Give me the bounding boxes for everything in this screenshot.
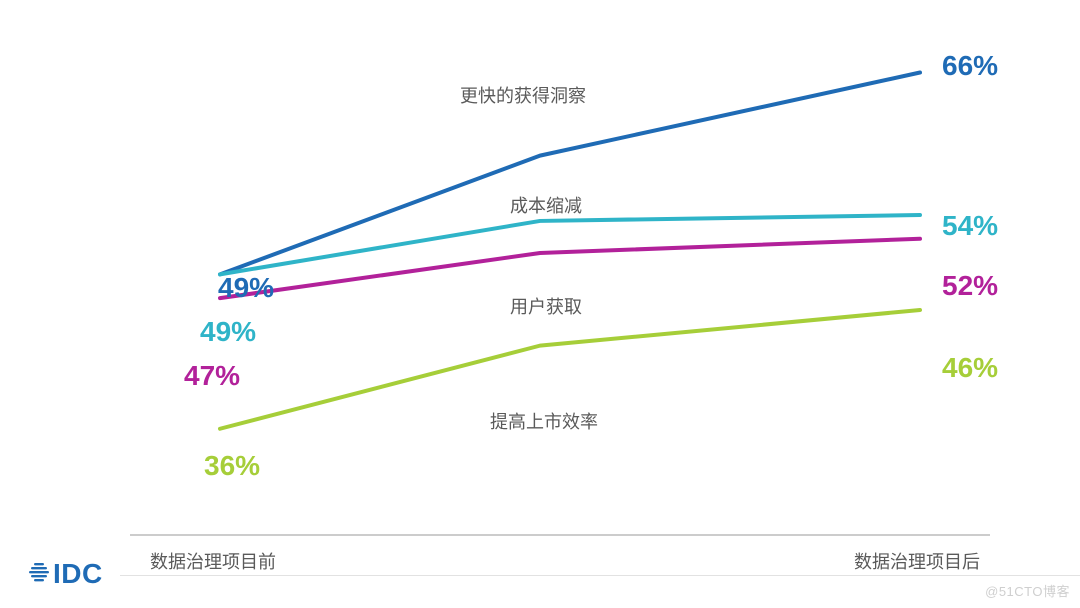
idc-logo-icon: [28, 561, 50, 588]
series-label-insight: 更快的获得洞察: [460, 82, 586, 108]
value-end-cost: 54%: [942, 210, 998, 242]
idc-logo: IDC: [28, 558, 103, 590]
chart-container: 数据治理项目前 数据治理项目后 更快的获得洞察 成本缩减 用户获取 提高上市效率…: [0, 0, 1080, 608]
series-label-cost: 成本缩减: [510, 192, 582, 218]
line-user: [220, 239, 920, 298]
value-end-market: 46%: [942, 352, 998, 384]
value-start-insight: 49%: [218, 272, 274, 304]
value-end-user: 52%: [942, 270, 998, 302]
value-start-market: 36%: [204, 450, 260, 482]
value-start-cost: 49%: [200, 316, 256, 348]
x-axis-left-label: 数据治理项目前: [150, 548, 276, 574]
series-label-market: 提高上市效率: [490, 408, 598, 434]
value-end-insight: 66%: [942, 50, 998, 82]
x-axis-right-label: 数据治理项目后: [854, 548, 980, 574]
value-start-user: 47%: [184, 360, 240, 392]
watermark: @51CTO博客: [985, 581, 1070, 600]
idc-logo-text: IDC: [53, 558, 103, 590]
bottom-divider: [120, 575, 1080, 576]
series-label-user: 用户获取: [510, 293, 582, 319]
